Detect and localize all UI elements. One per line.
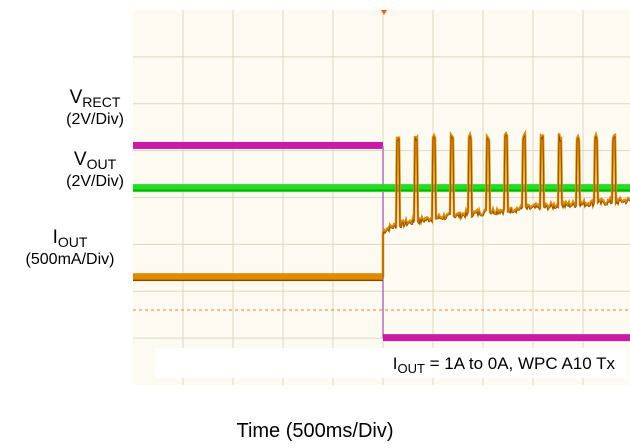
iout-name: I [52, 227, 58, 248]
iout-trace-after [383, 334, 630, 342]
vrect-channel-label: VRECT (2V/Div) [55, 88, 135, 128]
vout-name: V [73, 149, 87, 170]
vout-scale: (2V/Div) [66, 173, 124, 190]
trigger-marker [381, 10, 387, 15]
vrect-name-sub: RECT [82, 94, 121, 110]
iout-scale: (500mA/Div) [25, 251, 115, 268]
annotation-text: IOUT = 1A to 0A, WPC A10 Tx [393, 354, 615, 376]
vout-trace [133, 184, 630, 193]
vrect-name: V [69, 87, 83, 108]
vrect-trace-before [133, 273, 383, 282]
vout-channel-label: VOUT (2V/Div) [55, 150, 135, 190]
annotation-box: IOUT = 1A to 0A, WPC A10 Tx [155, 348, 627, 378]
annotation-sub: OUT [397, 361, 425, 376]
vout-name-sub: OUT [86, 156, 117, 172]
vrect-scale: (2V/Div) [66, 111, 124, 128]
vrect-trace-after-edge [382, 134, 630, 279]
annotation-rest: = 1A to 0A, WPC A10 Tx [424, 354, 615, 373]
iout-name-sub: OUT [57, 234, 88, 250]
iout-trace-before [133, 141, 383, 149]
iout-channel-label: IOUT (500mA/Div) [0, 228, 140, 268]
annotation-prefix: I [392, 354, 398, 373]
traces [133, 129, 630, 342]
x-axis-label: Time (500ms/Div) [236, 420, 394, 442]
